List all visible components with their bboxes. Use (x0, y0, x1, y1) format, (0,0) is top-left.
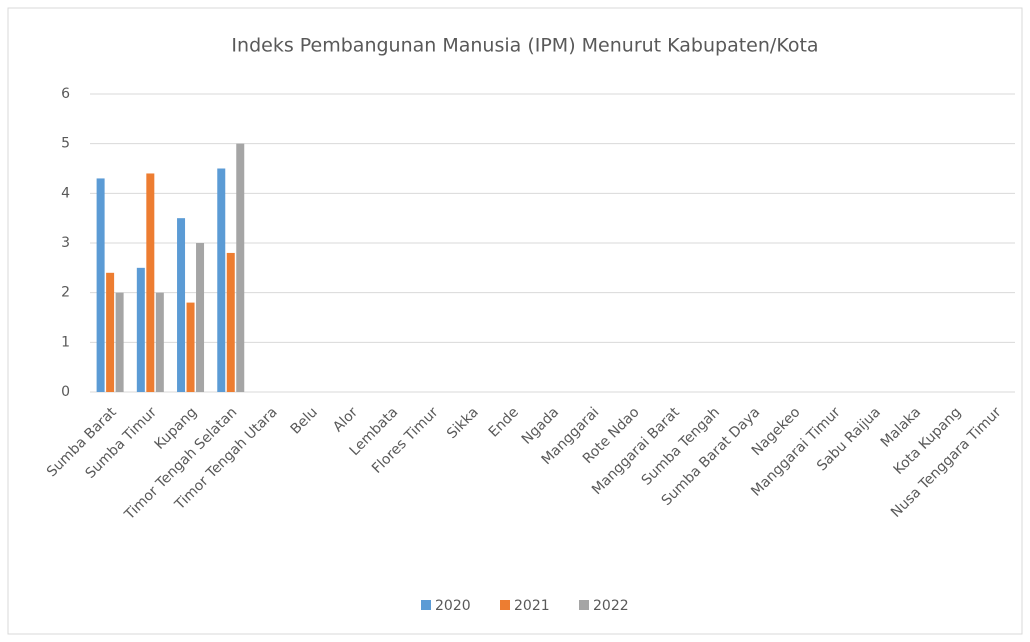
chart-border (7, 7, 1023, 635)
y-tick-label: 5 (61, 136, 70, 152)
legend-swatch (579, 600, 589, 610)
bar (155, 292, 164, 392)
bar (186, 302, 195, 392)
y-tick-label: 6 (61, 86, 70, 102)
bar (196, 243, 205, 392)
y-tick-label: 0 (61, 384, 70, 400)
chart-title: Indeks Pembangunan Manusia (IPM) Menurut… (231, 35, 818, 57)
y-tick-label: 2 (61, 285, 70, 301)
bar (115, 292, 124, 392)
bar (236, 143, 245, 392)
legend-label: 2021 (514, 598, 550, 614)
legend-swatch (421, 600, 431, 610)
y-tick-label: 1 (61, 334, 70, 350)
bar (106, 272, 115, 392)
legend-swatch (500, 600, 510, 610)
legend-label: 2022 (593, 598, 629, 614)
y-tick-label: 3 (61, 235, 70, 251)
bar (226, 252, 235, 392)
bar (217, 168, 226, 392)
bar (177, 218, 186, 392)
legend-label: 2020 (435, 598, 471, 614)
bar (136, 267, 145, 392)
bar (96, 178, 105, 392)
bar (146, 173, 155, 392)
y-tick-label: 4 (61, 185, 70, 201)
